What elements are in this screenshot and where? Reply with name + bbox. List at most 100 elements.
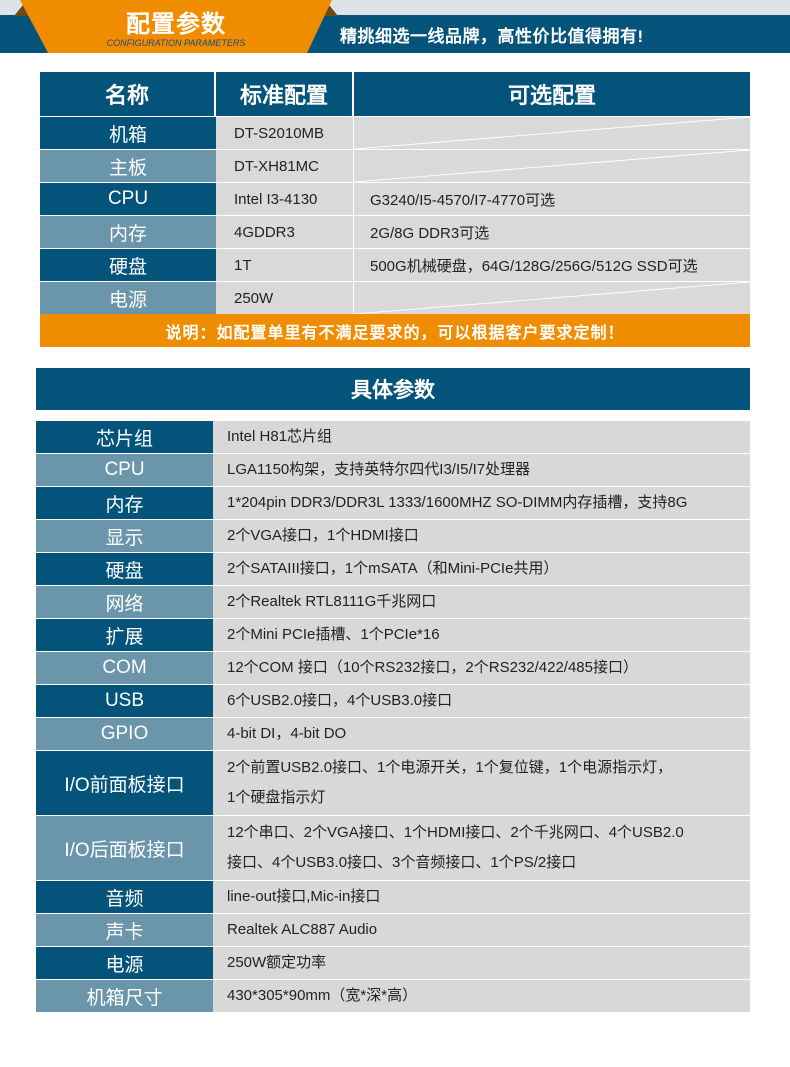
spec-value-line: 250W额定功率 [227,954,327,971]
config-table: 名称 标准配置 可选配置 机箱 DT-S2010MB 主板 DT-XH81MC CPU I… [40,72,750,347]
spec-value-line: 2个VGA接口，1个HDMI接口 [227,527,419,544]
spec-value: 430*305*90mm（宽*深*高） [213,980,750,1012]
spec-name: 网络 [36,586,213,618]
spec-row: I/O后面板接口 12个串口、2个VGA接口、1个HDMI接口、2个千兆网口、4个… [36,816,750,881]
config-standard: 1T [216,249,354,281]
spec-name: CPU [36,454,213,486]
spec-value-line: 2个Realtek RTL8111G千兆网口 [227,593,437,610]
spec-name: 电源 [36,947,213,979]
spec-value-line: 2个SATAIII接口，1个mSATA（和Mini-PCIe共用） [227,560,559,577]
spec-name: I/O前面板接口 [36,751,213,815]
config-row: 电源 250W [40,281,750,314]
page-subtitle: CONFIGURATION PARAMETERS [106,38,246,48]
spec-name: COM [36,652,213,684]
spec-name: 显示 [36,520,213,552]
spec-value-line: line-out接口,Mic-in接口 [227,888,381,905]
spec-name: 内存 [36,487,213,519]
config-row: 硬盘 1T 500G机械硬盘，64G/128G/256G/512G SSD可选 [40,248,750,281]
spec-value: 4-bit DI，4-bit DO [213,718,750,750]
config-optional [354,117,750,149]
header-name: 名称 [40,72,216,116]
spec-name: 机箱尺寸 [36,980,213,1012]
config-note: 说明：如配置单里有不满足要求的，可以根据客户要求定制！ [40,314,750,347]
spec-row: GPIO 4-bit DI，4-bit DO [36,718,750,751]
spec-row: 硬盘 2个SATAIII接口，1个mSATA（和Mini-PCIe共用） [36,553,750,586]
spec-name: I/O后面板接口 [36,816,213,880]
header-optional: 可选配置 [507,83,596,108]
config-name: 机箱 [40,117,216,149]
spec-value: 2个VGA接口，1个HDMI接口 [213,520,750,552]
spec-value-line: 6个USB2.0接口，4个USB3.0接口 [227,692,453,709]
spec-value: line-out接口,Mic-in接口 [213,881,750,913]
config-name: 主板 [40,150,216,182]
spec-row: 声卡 Realtek ALC887 Audio [36,914,750,947]
spec-row: 内存 1*204pin DDR3/DDR3L 1333/1600MHZ SO-DI… [36,487,750,520]
spec-row: 显示 2个VGA接口，1个HDMI接口 [36,520,750,553]
spec-row: 网络 2个Realtek RTL8111G千兆网口 [36,586,750,619]
spec-name: 硬盘 [36,553,213,585]
spec-value: 2个前置USB2.0接口、1个电源开关，1个复位键，1个电源指示灯， 1个硬盘指示… [213,751,750,815]
spec-value: Realtek ALC887 Audio [213,914,750,946]
config-optional: G3240/I5-4570/I7-4770可选 [354,183,750,215]
title-tab [20,0,332,53]
spec-value-line: 1*204pin DDR3/DDR3L 1333/1600MHZ SO-DIMM… [227,494,688,511]
slogan: 精挑细选一线品牌，高性价比值得拥有! [340,27,644,46]
config-row: 内存 4GDDR3 2G/8G DDR3可选 [40,215,750,248]
spec-value-line: Realtek ALC887 Audio [227,921,378,938]
spec-value-line: 1个硬盘指示灯 [227,789,326,806]
spec-row: CPU LGA1150构架，支持英特尔四代I3/I5/I7处理器 [36,454,750,487]
empty-cell-slash [354,150,750,182]
spec-row: 扩展 2个Mini PCIe插槽、1个PCIe*16 [36,619,750,652]
spec-value-line: 430*305*90mm（宽*深*高） [227,987,418,1004]
spec-value-line: 4-bit DI，4-bit DO [227,725,347,742]
config-table-header: 名称 标准配置 可选配置 [40,72,750,116]
config-name: 内存 [40,216,216,248]
spec-value-line: 12个串口、2个VGA接口、1个HDMI接口、2个千兆网口、4个USB2.0 [227,824,684,841]
config-name: CPU [40,183,216,215]
spec-value: 2个Mini PCIe插槽、1个PCIe*16 [213,619,750,651]
spec-value: 12个串口、2个VGA接口、1个HDMI接口、2个千兆网口、4个USB2.0 接口… [213,816,750,880]
spec-value: 1*204pin DDR3/DDR3L 1333/1600MHZ SO-DIMM… [213,487,750,519]
spec-name: 音频 [36,881,213,913]
spec-row: 机箱尺寸 430*305*90mm（宽*深*高） [36,980,750,1013]
spec-value: Intel H81芯片组 [213,421,750,453]
config-name: 电源 [40,282,216,314]
config-standard: 4GDDR3 [216,216,354,248]
specs-table: 芯片组 Intel H81芯片组 CPU LGA1150构架，支持英特尔四代I3/I5… [36,421,750,1013]
spec-value: 6个USB2.0接口，4个USB3.0接口 [213,685,750,717]
page-title: 配置参数 [126,11,226,38]
header-standard: 标准配置 [216,72,354,116]
config-row: CPU Intel I3-4130 G3240/I5-4570/I7-4770可选 [40,182,750,215]
empty-cell-slash [354,282,750,314]
spec-row: 芯片组 Intel H81芯片组 [36,421,750,454]
spec-value-line: 2个Mini PCIe插槽、1个PCIe*16 [227,626,440,643]
spec-value: 250W额定功率 [213,947,750,979]
spec-row: I/O前面板接口 2个前置USB2.0接口、1个电源开关，1个复位键，1个电源指示… [36,751,750,816]
config-standard: Intel I3-4130 [216,183,354,215]
spec-name: GPIO [36,718,213,750]
spec-value-line: 接口、4个USB3.0接口、3个音频接口、1个PS/2接口 [227,854,577,871]
spec-value-line: 12个COM 接口（10个RS232接口，2个RS232/422/485接口） [227,659,638,676]
spec-row: USB 6个USB2.0接口，4个USB3.0接口 [36,685,750,718]
spec-name: 声卡 [36,914,213,946]
spec-row: 电源 250W额定功率 [36,947,750,980]
config-standard: DT-XH81MC [216,150,354,182]
config-standard: DT-S2010MB [216,117,354,149]
config-optional: 500G机械硬盘，64G/128G/256G/512G SSD可选 [354,249,750,281]
spec-name: 扩展 [36,619,213,651]
config-row: 机箱 DT-S2010MB [40,116,750,149]
spec-value: 2个SATAIII接口，1个mSATA（和Mini-PCIe共用） [213,553,750,585]
spec-name: USB [36,685,213,717]
spec-value-line: LGA1150构架，支持英特尔四代I3/I5/I7处理器 [227,461,531,478]
spec-row: COM 12个COM 接口（10个RS232接口，2个RS232/422/485接… [36,652,750,685]
config-standard: 250W [216,282,354,314]
config-optional [354,282,750,314]
specs-title: 具体参数 [36,368,750,410]
config-optional: 2G/8G DDR3可选 [354,216,750,248]
empty-cell-slash [354,117,750,149]
config-row: 主板 DT-XH81MC [40,149,750,182]
spec-row: 音频 line-out接口,Mic-in接口 [36,881,750,914]
config-optional [354,150,750,182]
spec-value-line: 2个前置USB2.0接口、1个电源开关，1个复位键，1个电源指示灯， [227,759,673,776]
spec-value: 2个Realtek RTL8111G千兆网口 [213,586,750,618]
